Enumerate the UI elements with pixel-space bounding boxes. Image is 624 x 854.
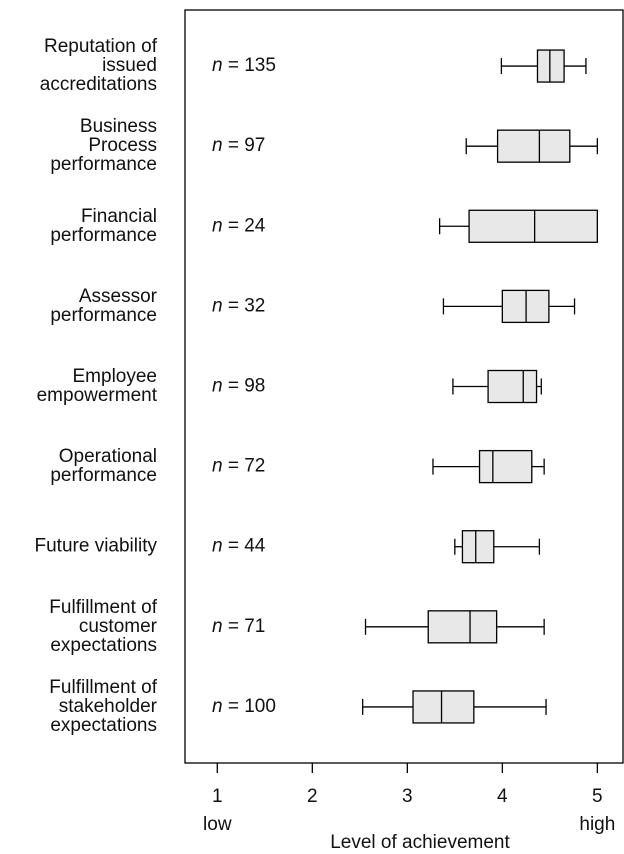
category-label: Future viability bbox=[35, 536, 158, 557]
box bbox=[536, 49, 565, 83]
category-label: Process bbox=[88, 135, 157, 156]
category-label: Fulfillment of bbox=[49, 597, 157, 618]
category-label: performance bbox=[50, 154, 157, 175]
category-label: performance bbox=[50, 305, 157, 326]
sample-size: n = 72 bbox=[212, 456, 265, 477]
category-label: performance bbox=[50, 225, 157, 246]
box bbox=[412, 690, 475, 724]
category-label: empowerment bbox=[37, 385, 158, 406]
category-label: expectations bbox=[50, 635, 157, 656]
category-label: Financial bbox=[81, 206, 157, 227]
box bbox=[468, 209, 598, 243]
box bbox=[461, 530, 495, 564]
x-tick-label: 4 bbox=[497, 786, 508, 807]
category-label: Operational bbox=[59, 446, 157, 467]
category-label: customer bbox=[79, 616, 158, 637]
box bbox=[487, 369, 538, 404]
sample-size: n = 135 bbox=[212, 55, 276, 76]
x-axis-label: Level of achievement bbox=[330, 832, 510, 853]
box bbox=[427, 610, 498, 644]
category-label: Reputation of bbox=[44, 36, 158, 57]
x-tick-label: 2 bbox=[307, 786, 318, 807]
x-tick-label: 3 bbox=[402, 786, 413, 807]
sample-size: n = 97 bbox=[212, 135, 265, 156]
category-label: performance bbox=[50, 465, 157, 486]
x-end-label: low bbox=[203, 814, 232, 835]
x-tick-label: 5 bbox=[592, 786, 603, 807]
sample-size: n = 24 bbox=[212, 215, 266, 236]
sample-size: n = 71 bbox=[212, 616, 265, 637]
sample-size: n = 44 bbox=[212, 536, 266, 557]
sample-size: n = 100 bbox=[212, 696, 276, 717]
category-label: Employee bbox=[73, 366, 158, 387]
sample-size: n = 98 bbox=[212, 376, 265, 397]
category-label: expectations bbox=[50, 715, 157, 736]
x-end-label: high bbox=[579, 814, 615, 835]
category-label: Business bbox=[80, 116, 157, 137]
category-label: Assessor bbox=[79, 286, 158, 307]
category-label: accreditations bbox=[40, 74, 157, 95]
plot-frame bbox=[184, 9, 624, 764]
x-tick-label: 1 bbox=[212, 786, 223, 807]
category-label: Fulfillment of bbox=[49, 677, 157, 698]
category-label: issued bbox=[102, 55, 157, 76]
box bbox=[478, 449, 533, 484]
category-label: stakeholder bbox=[59, 696, 158, 717]
box bbox=[496, 129, 571, 163]
sample-size: n = 32 bbox=[212, 295, 265, 316]
